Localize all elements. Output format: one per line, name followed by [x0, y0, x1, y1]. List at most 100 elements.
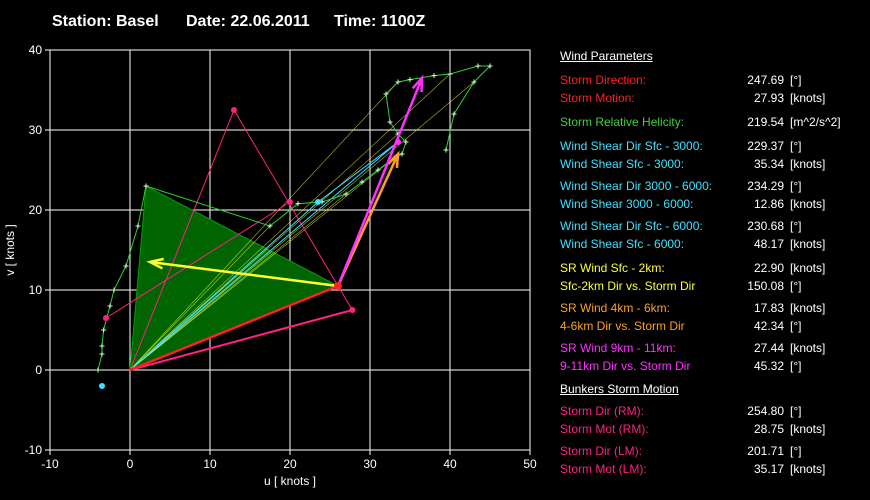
bunkers-lm-point: [231, 107, 237, 113]
hodograph-point: [447, 71, 453, 77]
parameter-value: 27.44: [753, 341, 784, 355]
marks-layer: [95, 63, 493, 389]
y-axis-label: v [ knots ]: [3, 224, 17, 275]
hodograph-point: [99, 343, 105, 349]
parameter-unit: [knots]: [790, 422, 826, 436]
parameter-label: Storm Relative Helicity:: [560, 115, 685, 129]
x-tick-label: -10: [41, 457, 59, 471]
parameter-value: 219.54: [747, 115, 784, 129]
hodograph-point: [123, 263, 129, 269]
parameter-unit: [knots]: [790, 341, 826, 355]
time-label: Time: 1100Z: [334, 13, 426, 30]
parameter-value: 230.68: [747, 219, 784, 233]
x-tick-label: 20: [283, 457, 297, 471]
parameter-label: Wind Shear Dir 3000 - 6000:: [560, 179, 713, 193]
parameter-value: 254.80: [747, 404, 784, 418]
bunkers-rm-storm-line: [337, 285, 353, 311]
parameter-unit: [knots]: [790, 462, 826, 476]
parameter-value: 35.17: [753, 462, 784, 476]
bunkers-rm-line: [129, 309, 353, 371]
y-tick-label: 0: [35, 363, 42, 377]
shear-vector: [129, 201, 319, 371]
parameter-unit: [knots]: [790, 301, 826, 315]
hodograph-point: [403, 139, 409, 145]
hodograph-point: [143, 183, 149, 189]
hodograph-point: [471, 79, 477, 85]
shear-vector: [129, 141, 399, 371]
sr-vector-head: [411, 74, 424, 93]
sr-vector: [336, 77, 424, 287]
hodograph-point: [383, 91, 389, 97]
parameter-label: SR Wind Sfc - 2km:: [560, 261, 665, 275]
parameter-value: 22.90: [753, 261, 784, 275]
parameter-unit: [°]: [790, 179, 802, 193]
parameter-unit: [°]: [790, 404, 802, 418]
wind-parameters-heading: Wind Parameters: [560, 49, 653, 63]
sr-vector-head: [146, 257, 164, 270]
parameter-value: 17.83: [753, 301, 784, 315]
hodograph-point: [101, 327, 107, 333]
parameter-label: Wind Shear Sfc - 6000:: [560, 237, 685, 251]
parameter-unit: [°]: [790, 279, 802, 293]
hodograph-point: [407, 77, 413, 83]
bunkers-lm-storm-line: [233, 109, 339, 287]
parameter-unit: [°]: [790, 444, 802, 458]
parameter-label: Storm Motion:: [560, 91, 635, 105]
hodograph-point: [375, 167, 381, 173]
date-label: Date: 22.06.2011: [186, 13, 310, 30]
hodograph-point: [95, 367, 101, 373]
parameter-label: Wind Shear 3000 - 6000:: [560, 197, 694, 211]
hodograph-point: [399, 151, 405, 157]
marker-point: [315, 199, 321, 205]
parameter-unit: [knots]: [790, 157, 826, 171]
marker-point: [99, 383, 105, 389]
parameter-label: Wind Shear Sfc - 3000:: [560, 157, 685, 171]
marker-point: [395, 139, 401, 145]
parameter-unit: [°]: [790, 359, 802, 373]
parameter-label: Storm Mot (LM):: [560, 462, 647, 476]
parameter-unit: [°]: [790, 219, 802, 233]
parameter-value: 42.34: [753, 319, 784, 333]
parameter-unit: [knots]: [790, 261, 826, 275]
parameter-label: Storm Mot (RM):: [560, 422, 649, 436]
hodograph-point: [343, 191, 349, 197]
hodograph-point: [443, 147, 449, 153]
ticks-layer: -10 0 10 20 30 40 50 -10 0 10 20 30 40: [25, 43, 537, 471]
shear-vector: [317, 141, 399, 203]
parameter-value: 35.34: [753, 157, 784, 171]
x-tick-label: 50: [523, 457, 537, 471]
hodograph-point: [99, 351, 105, 357]
x-tick-label: 30: [363, 457, 377, 471]
hodograph-point: [451, 111, 457, 117]
parameter-unit: [°]: [790, 73, 802, 87]
parameter-value: 234.29: [747, 179, 784, 193]
guide-line: [129, 81, 399, 371]
parameter-value: 12.86: [753, 197, 784, 211]
parameter-value: 45.32: [753, 359, 784, 373]
sr-vector: [149, 260, 339, 288]
y-tick-label: 30: [29, 123, 43, 137]
parameter-label: Wind Shear Dir Sfc - 3000:: [560, 139, 703, 153]
hodograph-point: [395, 79, 401, 85]
parameter-label: Sfc-2km Dir vs. Storm Dir: [560, 279, 696, 293]
hodograph-point: [387, 119, 393, 125]
parameter-label: Storm Dir (LM):: [560, 444, 642, 458]
parameter-value: 201.71: [747, 444, 784, 458]
parameter-unit: [m^2/s^2]: [790, 115, 841, 129]
hodograph-point: [267, 223, 273, 229]
guide-line: [129, 193, 347, 371]
hodograph-point: [475, 63, 481, 69]
x-tick-label: 0: [127, 457, 134, 471]
y-tick-label: -10: [25, 443, 43, 457]
hodograph-point: [135, 223, 141, 229]
parameter-label: Storm Direction:: [560, 73, 647, 87]
parameter-unit: [°]: [790, 139, 802, 153]
parameter-value: 27.93: [753, 91, 784, 105]
parameter-label: Wind Shear Dir Sfc - 6000:: [560, 219, 703, 233]
bunkers-heading: Bunkers Storm Motion: [560, 382, 679, 396]
x-axis-label: u [ knots ]: [264, 474, 316, 488]
parameter-label: SR Wind 4km - 6km:: [560, 301, 671, 315]
parameter-unit: [knots]: [790, 237, 826, 251]
guide-line: [129, 157, 395, 371]
